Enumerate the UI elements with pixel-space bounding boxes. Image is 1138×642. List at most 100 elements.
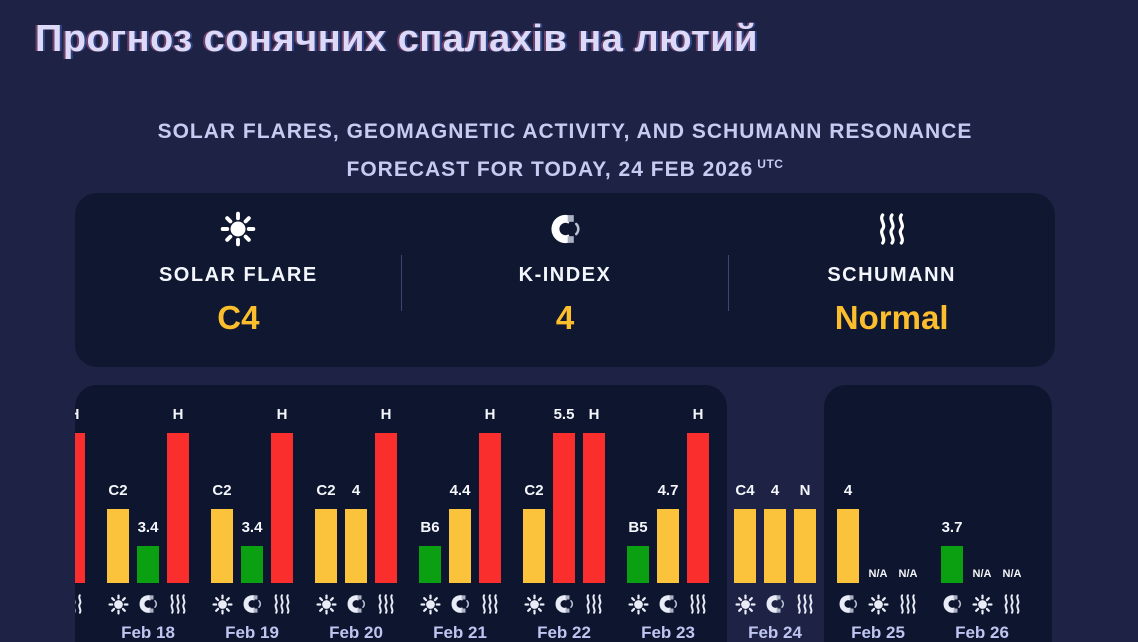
- day-group: C2 5.5 H Feb 22: [523, 385, 605, 642]
- bar-value-label: N/A: [972, 568, 992, 580]
- sun-icon: [867, 592, 889, 616]
- bar-solar-flare: B5: [627, 519, 649, 583]
- bar-value-label: 3.4: [241, 519, 263, 536]
- waves-icon: [271, 592, 293, 616]
- bar-solar-flare: C2: [107, 482, 129, 583]
- bars-row: C4 4 N: [734, 385, 816, 583]
- day-label: Feb 21: [433, 623, 487, 642]
- k-index-bar: [553, 433, 575, 583]
- waves-icon: [1001, 592, 1023, 616]
- waves-icon: [479, 592, 501, 616]
- bar-value-label: C4: [735, 482, 755, 499]
- summary-label-schumann: SCHUMANN: [827, 264, 956, 286]
- day-group: H Feb 17: [75, 385, 85, 642]
- summary-value-schumann: Normal: [834, 299, 949, 336]
- bars-row: B5 4.7 H: [627, 385, 709, 583]
- bars-row: 4 N/A N/A: [837, 385, 919, 583]
- today-group: C4 4 N Feb 24: [734, 385, 816, 642]
- day-label: Feb 23: [641, 623, 695, 642]
- future-days-panel: 4 N/A N/A Feb 25 3.7 N/A N/A Feb 26: [824, 385, 1052, 642]
- bar-value-label: 3.7: [941, 519, 963, 536]
- waves-icon: [375, 592, 397, 616]
- waves-icon: [794, 592, 816, 616]
- schumann-bar: [687, 433, 709, 583]
- sun-icon: [315, 592, 337, 616]
- magnet-icon: [553, 592, 575, 616]
- bar-value-label: B6: [420, 519, 440, 536]
- bars-row: 3.7 N/A N/A: [941, 385, 1023, 583]
- sun-icon: [971, 592, 993, 616]
- bar-value-label: C2: [212, 482, 232, 499]
- bar-value-label: C2: [108, 482, 128, 499]
- icons-row: [941, 592, 1023, 616]
- past-days-groups: H Feb 17 C2 3.4 H Feb 18 C2 3.4 H Feb 19 C2 4 H Feb 2…: [75, 385, 709, 642]
- icons-row: [523, 592, 605, 616]
- day-label: Feb 24: [748, 623, 802, 642]
- schumann-bar: [75, 433, 85, 583]
- summary-value-k-index: 4: [555, 299, 575, 336]
- bars-row: B6 4.4 H: [419, 385, 501, 583]
- bar-schumann: H: [75, 406, 85, 583]
- k-index-bar: [837, 509, 859, 583]
- solar-flare-bar: [627, 546, 649, 583]
- day-group: 4 N/A N/A Feb 25: [837, 385, 919, 642]
- bars-row: C2 3.4 H: [211, 385, 293, 583]
- bar-k-index: 4.7: [657, 482, 679, 583]
- day-label: Feb 17: [75, 623, 85, 642]
- bar-value-label: H: [380, 406, 392, 423]
- day-group: B6 4.4 H Feb 21: [419, 385, 501, 642]
- k-index-bar: [449, 509, 471, 583]
- summary-schumann: SCHUMANN Normal: [728, 193, 1055, 367]
- forecast-chart-scroll-area[interactable]: H Feb 17 C2 3.4 H Feb 18 C2 3.4 H Feb 19 C2 4 H Feb 2…: [0, 385, 1138, 642]
- page-title: Прогноз сонячних спалахів на лютий: [35, 18, 758, 60]
- day-label: Feb 19: [225, 623, 279, 642]
- card-divider: [401, 255, 402, 311]
- bar-value-label: C2: [316, 482, 336, 499]
- bar-value-label: B5: [628, 519, 648, 536]
- day-group: B5 4.7 H Feb 23: [627, 385, 709, 642]
- magnet-icon: [549, 210, 581, 248]
- day-group: C4 4 N Feb 24: [734, 385, 816, 642]
- bar-value-label: N/A: [898, 568, 918, 580]
- magnet-icon: [137, 592, 159, 616]
- k-index-bar: [345, 509, 367, 583]
- bar-schumann: N/A: [1001, 568, 1023, 583]
- magnet-icon: [657, 592, 679, 616]
- bars-row: C2 3.4 H: [107, 385, 189, 583]
- sun-icon: [734, 592, 756, 616]
- day-label: Feb 18: [121, 623, 175, 642]
- icons-row: [419, 592, 501, 616]
- bar-schumann: H: [167, 406, 189, 583]
- summary-value-solar-flare: C4: [217, 299, 260, 336]
- bar-k-index: 3.4: [241, 519, 263, 583]
- summary-k-index: K-INDEX 4: [402, 193, 729, 367]
- summary-label-solar-flare: SOLAR FLARE: [158, 264, 318, 286]
- waves-icon: [687, 592, 709, 616]
- forecast-subtitle: SOLAR FLARES, GEOMAGNETIC ACTIVITY, AND …: [75, 116, 1055, 186]
- schumann-bar: [479, 433, 501, 583]
- bar-schumann: N/A: [897, 568, 919, 583]
- bar-value-label: 4: [770, 482, 780, 499]
- bar-solar-flare: C2: [315, 482, 337, 583]
- bar-value-label: H: [75, 406, 79, 423]
- magnet-icon: [764, 592, 786, 616]
- k-index-bar: [764, 509, 786, 583]
- bar-k-index: 3.7: [941, 519, 963, 583]
- bar-value-label: C2: [524, 482, 544, 499]
- summary-label-k-index: K-INDEX: [518, 264, 612, 286]
- sun-icon: [523, 592, 545, 616]
- icons-row: [107, 592, 189, 616]
- bar-solar-flare: N/A: [867, 568, 889, 583]
- magnet-icon: [941, 592, 963, 616]
- bar-solar-flare: C2: [211, 482, 233, 583]
- schumann-bar: [167, 433, 189, 583]
- bar-value-label: 4: [351, 482, 361, 499]
- solar-flare-bar: [734, 509, 756, 583]
- sun-icon: [419, 592, 441, 616]
- summary-card: SOLAR FLARE C4 K-INDEX 4: [75, 193, 1055, 367]
- day-label: Feb 22: [537, 623, 591, 642]
- magnet-icon: [449, 592, 471, 616]
- bars-row: C2 4 H: [315, 385, 397, 583]
- bars-row: H: [75, 385, 85, 583]
- k-index-bar: [241, 546, 263, 583]
